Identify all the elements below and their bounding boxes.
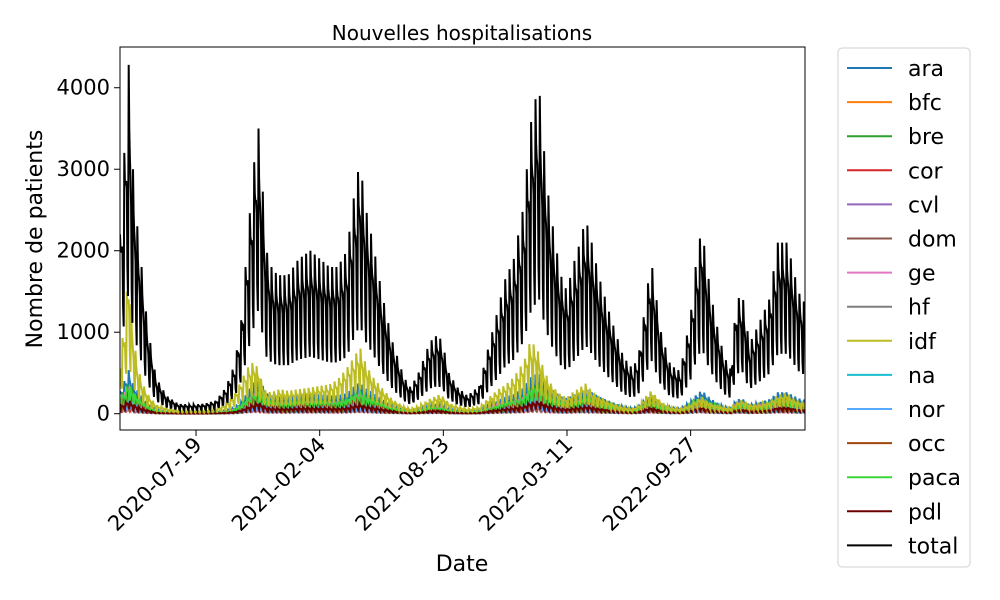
legend-label-hf: hf [908, 296, 931, 321]
y-tick-label: 1000 [57, 320, 110, 344]
legend-label-ara: ara [908, 57, 944, 82]
legend-label-bfc: bfc [908, 91, 942, 116]
legend-label-pdl: pdl [908, 500, 942, 525]
plot-area [119, 46, 806, 431]
legend-label-nor: nor [908, 398, 945, 423]
legend-frame [837, 47, 971, 568]
legend-label-cvl: cvl [908, 193, 939, 218]
legend-label-na: na [908, 364, 935, 389]
y-tick-label: 4000 [57, 76, 110, 100]
y-axis-label: Nombre de patients [23, 130, 48, 349]
series-lines [120, 64, 805, 415]
legend-label-paca: paca [908, 466, 961, 491]
series-line-idf [120, 291, 805, 415]
y-tick-label: 3000 [57, 157, 110, 181]
y-tick-label: 0 [97, 402, 110, 426]
legend-label-cor: cor [908, 159, 944, 184]
legend-label-ge: ge [908, 262, 936, 287]
legend-label-bre: bre [908, 125, 944, 150]
legend: ara bfc bre cor cvl dom ge hf idf na nor occ paca pdl… [837, 47, 971, 568]
plot-frame [119, 46, 806, 431]
y-tick-label: 2000 [57, 239, 110, 263]
legend-label-idf: idf [908, 330, 937, 355]
y-axis: 0 1000 2000 3000 4000 [57, 76, 120, 426]
chart-title: Nouvelles hospitalisations [332, 21, 592, 45]
legend-label-dom: dom [908, 228, 957, 253]
series-line-pdl [120, 398, 805, 415]
legend-label-occ: occ [908, 432, 946, 457]
legend-label-total: total [908, 534, 958, 559]
x-axis-label: Date [436, 552, 489, 577]
series-line-total [120, 64, 805, 414]
